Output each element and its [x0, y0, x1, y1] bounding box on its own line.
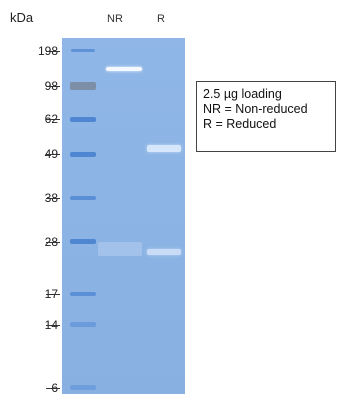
lane-label-nr: NR [107, 13, 123, 25]
ladder-band-14 [70, 322, 96, 327]
ladder-band-17 [70, 292, 96, 296]
marker-tick-17 [46, 294, 60, 295]
ladder-band-38 [70, 196, 96, 200]
lane-label-r: R [157, 13, 165, 25]
ladder-band-62 [70, 117, 96, 122]
marker-tick-98 [46, 86, 60, 87]
marker-tick-38 [46, 198, 60, 199]
legend-nr: NR = Non-reduced [203, 102, 308, 116]
marker-tick-62 [46, 119, 60, 120]
ladder-band-6 [70, 385, 96, 390]
ladder-band-98 [70, 82, 96, 90]
marker-tick-28 [46, 242, 60, 243]
marker-tick-198 [46, 51, 60, 52]
gel-image [62, 38, 185, 394]
r-band-heavy [147, 145, 181, 152]
marker-tick-14 [46, 325, 60, 326]
r-band-light [147, 249, 181, 255]
kda-label: kDa [10, 10, 34, 25]
legend-box: 2.5 µg loading NR = Non-reduced R = Redu… [196, 81, 336, 152]
nr-band-main [106, 67, 142, 71]
marker-tick-49 [46, 154, 60, 155]
ladder-band-49 [70, 152, 96, 157]
legend-loading: 2.5 µg loading [203, 87, 282, 101]
nr-band-faint [98, 242, 142, 256]
ladder-band-28 [70, 239, 96, 244]
legend-r: R = Reduced [203, 117, 277, 131]
ladder-band-198 [71, 49, 95, 52]
marker-tick-6 [46, 388, 60, 389]
